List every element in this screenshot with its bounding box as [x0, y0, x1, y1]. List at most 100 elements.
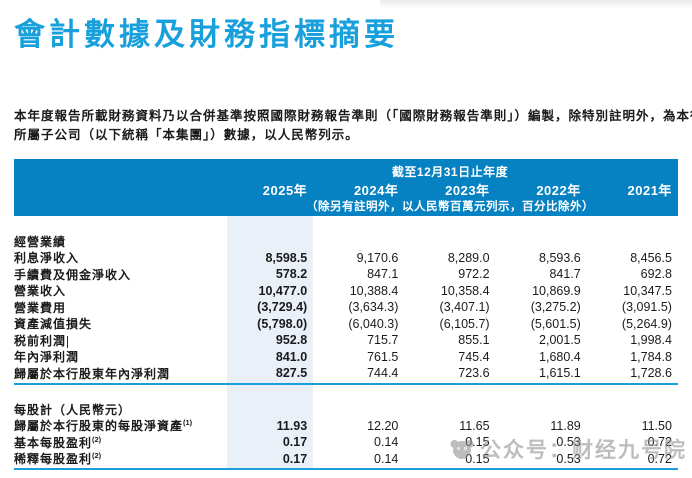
cell-2022: 0.53: [556, 435, 581, 450]
cell-2023: (3,407.1): [439, 300, 490, 315]
cell-2024: 761.5: [367, 349, 399, 364]
cell-2025: 0.17: [282, 435, 308, 450]
cell-2024: 12.20: [367, 418, 399, 433]
section-divider-rule: [14, 383, 678, 385]
cell-2022: 841.7: [549, 267, 581, 282]
cell-2022: 11.89: [550, 418, 581, 433]
current-year-column-highlight: [227, 216, 313, 470]
text-cursor-artifact: [67, 335, 69, 348]
row-net-profit-attributable-to-shareholders: 歸屬於本行股東年內淨利潤 827.5 744.4 723.6 1,615.1 1…: [14, 365, 678, 382]
row-label: 年內淨利潤: [14, 350, 80, 365]
cell-2022: (3,275.2): [530, 300, 581, 315]
cell-2024: 715.7: [367, 333, 399, 348]
cell-2022: 2,001.5: [539, 333, 581, 348]
row-label: 營業費用: [14, 300, 67, 315]
cell-2023: 8,289.0: [447, 250, 490, 265]
footnote-marker: (2): [92, 434, 102, 444]
year-header-2024: 2024年: [353, 183, 399, 198]
row-label: 利息淨收入: [14, 251, 80, 266]
table-header-band: 截至12月31日止年度 2025年 2024年 2023年 2022年 2021…: [14, 159, 678, 216]
row-label: 税前利潤: [14, 333, 69, 348]
cell-2025: 578.2: [275, 267, 308, 282]
cell-2021: (5,264.9): [621, 316, 672, 331]
row-impairment-losses: 資產減值損失 (5,798.0) (6,040.3) (6,105.7) (5,…: [14, 316, 678, 333]
cell-2023: (6,105.7): [439, 316, 490, 331]
year-header-2022: 2022年: [536, 183, 581, 198]
section-label: 每股計（人民幣元）: [14, 402, 132, 417]
cell-2022: 1,615.1: [539, 366, 581, 381]
cell-2022: (5,601.5): [530, 316, 581, 331]
row-label: 手續費及佣金淨收入: [14, 267, 132, 282]
cell-2024: 847.1: [367, 267, 399, 282]
intro-line: 所屬子公司（以下統稱「本集團」）數據，以人民幣列示。: [14, 128, 359, 142]
year-header-2023: 2023年: [445, 183, 490, 198]
cell-2021: (3,091.5): [621, 300, 672, 315]
cell-2025: 0.17: [282, 451, 308, 466]
row-basic-eps: 基本每股盈利(2) 0.17 0.14 0.15 0.53 0.72: [14, 434, 678, 451]
intro-line: 本年度報告所載財務資料乃以合併基準按照國際財務報告準則（「國際財務報告準則」）編…: [14, 109, 692, 123]
cell-2021: 0.72: [647, 435, 672, 450]
cell-2023: 855.1: [458, 333, 490, 348]
watermark: 公众号：财经九号院: [449, 434, 687, 464]
cell-2025: (3,729.4): [257, 300, 308, 315]
cell-2023: 10,358.4: [440, 283, 490, 298]
period-label: 截至12月31日止年度: [391, 165, 509, 179]
section-label: 經營業績: [14, 234, 67, 249]
cell-2021: 1,998.4: [630, 333, 672, 348]
cell-2024: (3,634.3): [348, 300, 399, 315]
cell-2025: (5,798.0): [257, 316, 308, 331]
cell-2023: 745.4: [458, 349, 490, 364]
cell-2024: 744.4: [367, 366, 399, 381]
row-profit-before-tax: 税前利潤 952.8 715.7 855.1 2,001.5 1,998.4: [14, 332, 678, 349]
row-label: 基本每股盈利(2): [14, 434, 102, 450]
row-diluted-eps: 稀釋每股盈利(2) 0.17 0.14 0.15 0.53 0.72: [14, 451, 678, 468]
cell-2024: 10,388.4: [349, 283, 399, 298]
page-title: 會計數據及財務指標摘要: [14, 17, 399, 52]
table-section-operating-results: 經營業績 利息淨收入 8,598.5 9,170.6 8,289.0 8,593…: [14, 233, 678, 382]
row-net-assets-per-share: 歸屬於本行股東的每股淨資產(1) 11.93 12.20 11.65 11.89…: [14, 418, 678, 435]
page-top-shadow: [380, 0, 692, 9]
cell-2021: 692.8: [640, 267, 672, 282]
cell-2021: 10,347.5: [623, 283, 672, 298]
cell-2022: 8,593.6: [539, 250, 581, 265]
watermark-logo-icon: [449, 437, 475, 461]
year-column-headers: 2025年 2024年 2023年 2022年 2021年: [222, 180, 678, 199]
table-section-per-share: 每股計（人民幣元） 歸屬於本行股東的每股淨資產(1) 11.93 12.20 1…: [14, 401, 678, 467]
cell-2025: 827.5: [275, 366, 308, 381]
row-net-interest-income: 利息淨收入 8,598.5 9,170.6 8,289.0 8,593.6 8,…: [14, 250, 678, 267]
cell-2023: 11.65: [459, 418, 490, 433]
cell-2022: 10,869.9: [532, 283, 581, 298]
row-net-fee-commission-income: 手續費及佣金淨收入 578.2 847.1 972.2 841.7 692.8: [14, 266, 678, 283]
row-label: 歸屬於本行股東的每股淨資產(1): [14, 418, 193, 434]
row-label: 營業收入: [14, 284, 67, 299]
cell-2024: (6,040.3): [348, 316, 399, 331]
section-header-per-share: 每股計（人民幣元）: [14, 401, 678, 418]
cell-2021: 1,784.8: [630, 349, 672, 364]
row-operating-expenses: 營業費用 (3,729.4) (3,634.3) (3,407.1) (3,27…: [14, 299, 678, 316]
row-label: 稀釋每股盈利(2): [14, 451, 102, 467]
section-header-operating-results: 經營業績: [14, 233, 678, 250]
row-label: 資產減值損失: [14, 317, 93, 332]
cell-2025: 8,598.5: [265, 250, 308, 265]
row-net-profit-for-year: 年內淨利潤 841.0 761.5 745.4 1,680.4 1,784.8: [14, 349, 678, 366]
cell-2025: 10,477.0: [258, 283, 308, 298]
cell-2021: 8,456.5: [630, 250, 672, 265]
table-bottom-rule: [14, 468, 678, 470]
row-label: 歸屬於本行股東年內淨利潤: [14, 366, 171, 381]
cell-2022: 1,680.4: [539, 349, 581, 364]
cell-2023: 0.15: [465, 451, 490, 466]
cell-2025: 952.8: [275, 333, 308, 348]
footnote-marker: (1): [183, 418, 193, 428]
cell-2025: 841.0: [275, 349, 308, 364]
cell-2024: 0.14: [374, 451, 399, 466]
watermark-text: 公众号：财经九号院: [480, 439, 687, 462]
footnote-marker: (2): [92, 451, 102, 461]
unit-note: （除另有註明外，以人民幣百萬元列示，百分比除外）: [306, 201, 594, 213]
cell-2025: 11.93: [276, 418, 308, 433]
cell-2023: 972.2: [458, 267, 490, 282]
cell-2024: 0.14: [374, 435, 399, 450]
year-header-2025: 2025年: [262, 183, 308, 198]
cell-2021: 0.72: [647, 451, 672, 466]
cell-2024: 9,170.6: [356, 250, 399, 265]
